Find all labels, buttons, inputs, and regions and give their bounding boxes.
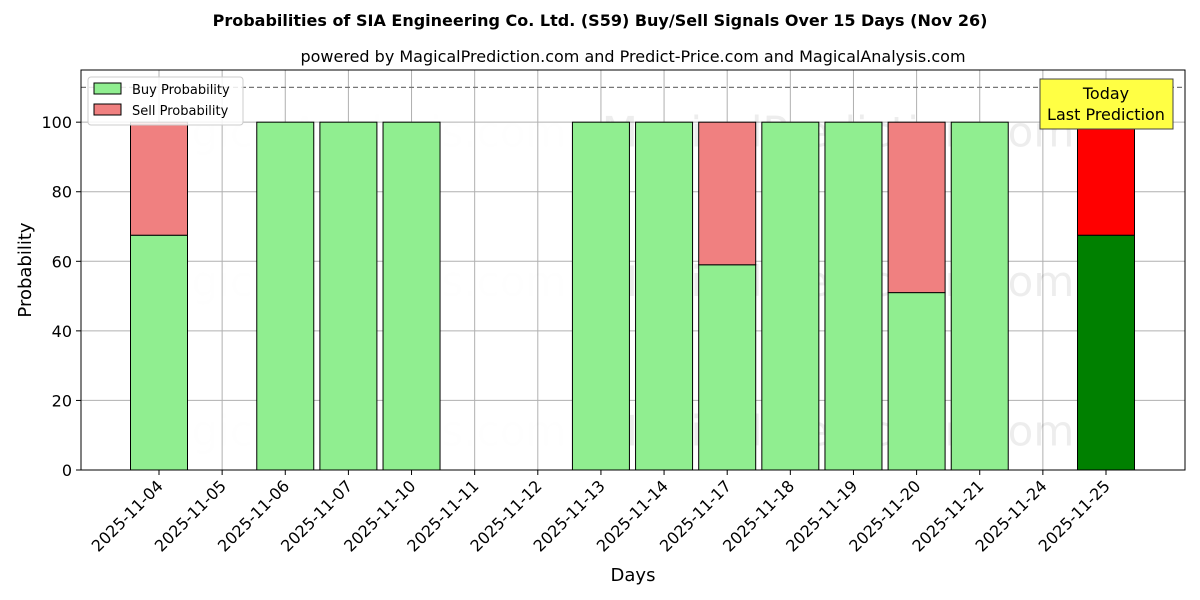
sell-bar — [887, 121, 946, 294]
y-tick-label: 20 — [52, 391, 72, 410]
buy-bar — [256, 121, 315, 471]
y-axis-ticks: 0 20 40 60 80 100 — [41, 113, 81, 480]
legend-sell-swatch — [93, 103, 122, 116]
legend-sell-label: Sell Probability — [132, 104, 229, 119]
x-axis-ticks: 2025-11-042025-11-052025-11-062025-11-07… — [88, 470, 1114, 556]
y-tick-label: 40 — [52, 322, 72, 341]
buy-bar — [824, 121, 883, 471]
buy-bar — [698, 264, 757, 471]
today-annotation: Today Last Prediction — [1039, 78, 1174, 130]
legend-buy-label: Buy Probability — [132, 83, 230, 98]
buy-bar — [950, 121, 1009, 471]
chart-subtitle: powered by MagicalPrediction.com and Pre… — [300, 47, 965, 66]
annotation-line1: Today — [1082, 84, 1129, 103]
chart-title: Probabilities of SIA Engineering Co. Ltd… — [213, 11, 988, 30]
buy-bar — [319, 121, 378, 471]
buy-bar — [382, 121, 441, 471]
y-tick-label: 80 — [52, 183, 72, 202]
sell-bar — [130, 121, 188, 236]
y-axis-label: Probability — [15, 222, 36, 317]
plot-frame — [80, 69, 1186, 471]
legend-buy-swatch — [93, 82, 122, 95]
sell-bar — [1077, 121, 1135, 236]
buy-bar — [635, 121, 694, 471]
sell-bar — [698, 121, 757, 266]
bars — [130, 121, 1135, 471]
y-tick-label: 100 — [41, 113, 72, 132]
annotation-line2: Last Prediction — [1047, 105, 1165, 124]
legend: Buy Probability Sell Probability — [87, 76, 244, 126]
buy-bar — [571, 121, 630, 471]
buy-bar — [761, 121, 820, 471]
buy-bar — [130, 234, 188, 471]
legend-box — [87, 76, 244, 126]
buy-bar — [887, 292, 946, 471]
x-axis-label: Days — [611, 565, 656, 586]
y-tick-label: 60 — [52, 252, 72, 271]
y-tick-label: 0 — [62, 461, 72, 480]
annotation-box — [1039, 78, 1174, 130]
buy-bar — [1077, 234, 1135, 471]
